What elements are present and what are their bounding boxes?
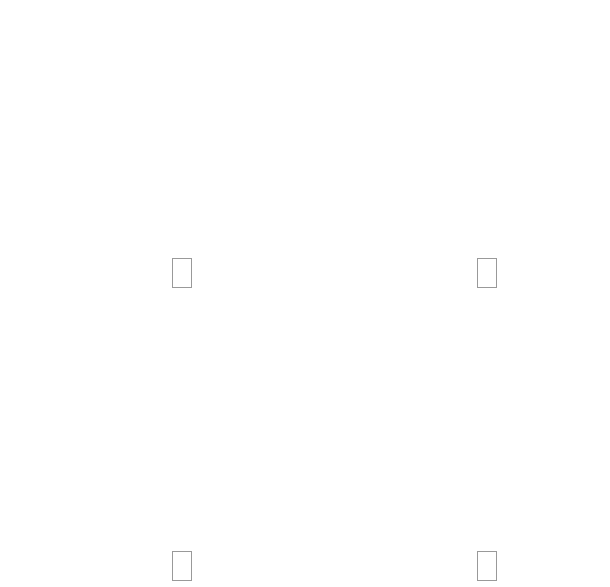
legend-row [0, 551, 305, 581]
panel-proxy1969-self1978 [0, 293, 305, 587]
panel-self1969-proxy1978 [305, 0, 610, 293]
frequency-legend [171, 258, 192, 288]
panel-title [0, 7, 305, 40]
panel-self-both-surveys [0, 0, 305, 293]
frequency-legend [476, 551, 497, 581]
legend-row [305, 258, 610, 288]
bubble-plot-svg [305, 333, 610, 551]
panel-title [305, 7, 610, 40]
bubble-plot-svg [305, 40, 610, 258]
panel-title [305, 300, 610, 333]
panel-title [0, 300, 305, 333]
bubble-plot-svg [0, 333, 305, 551]
frequency-legend [171, 551, 192, 581]
panel-other-combinations [305, 293, 610, 587]
legend-row [0, 258, 305, 288]
legend-row [305, 551, 610, 581]
frequency-legend [476, 258, 497, 288]
bubble-plot-svg [0, 40, 305, 258]
